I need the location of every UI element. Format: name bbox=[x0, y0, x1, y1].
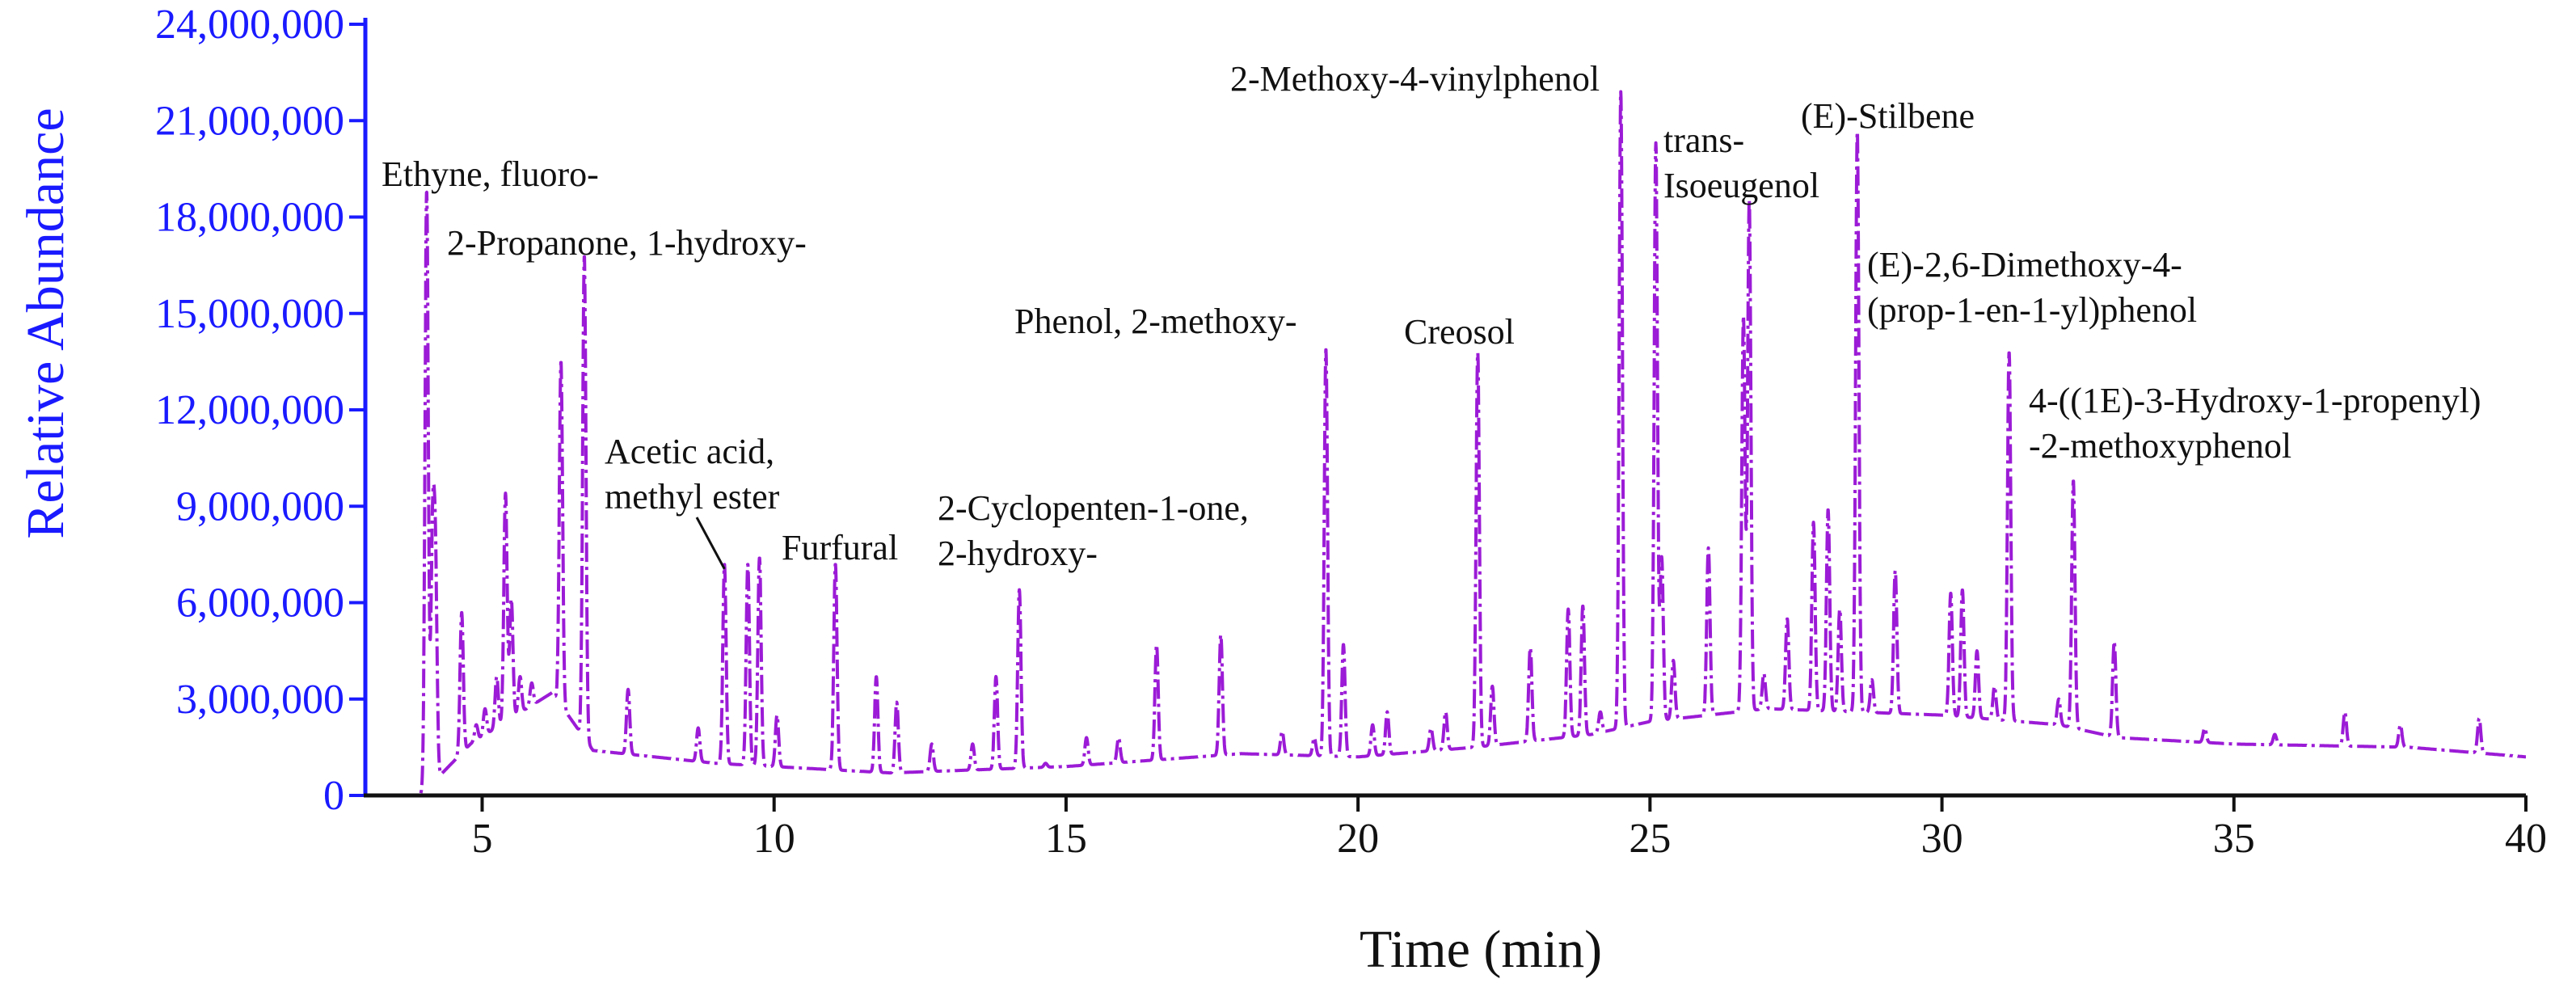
annotation-leader-line bbox=[695, 517, 726, 570]
peak-annotation: Creosol bbox=[1404, 312, 1515, 352]
peak-annotation: trans-Isoeugenol bbox=[1663, 120, 1819, 205]
x-axis-title: Time (min) bbox=[1360, 920, 1602, 979]
y-axis-ticks: 0 3,000,000 6,000,000 9,000,000 12,000,000 15… bbox=[155, 2, 365, 819]
x-tick-label: 10 bbox=[753, 816, 795, 862]
y-tick-label: 6,000,000 bbox=[176, 580, 344, 626]
y-tick-label: 3,000,000 bbox=[176, 677, 344, 723]
x-tick-label: 5 bbox=[471, 816, 492, 862]
peak-annotation: 2-Methoxy-4-vinylphenol bbox=[1230, 59, 1600, 99]
peak-annotations: Ethyne, fluoro- 2-Propanone, 1-hydroxy- Ac… bbox=[382, 59, 2481, 573]
y-tick-label: 18,000,000 bbox=[155, 195, 344, 241]
peak-annotation: Ethyne, fluoro- bbox=[382, 154, 599, 194]
x-tick-label: 20 bbox=[1337, 816, 1379, 862]
chromatogram-trace bbox=[364, 90, 2528, 797]
x-tick-label: 35 bbox=[2213, 816, 2255, 862]
y-tick-label: 15,000,000 bbox=[155, 291, 344, 337]
y-tick-label: 12,000,000 bbox=[155, 387, 344, 433]
peak-annotation: 2-Cyclopenten-1-one, 2-hydroxy- bbox=[938, 488, 1249, 573]
peak-annotation: Acetic acid, methyl ester bbox=[605, 432, 780, 517]
peak-annotation: (E)-2,6-Dimethoxy-4-(prop-1-en-1-yl)phen… bbox=[1867, 245, 2197, 330]
peak-annotation: 4-((1E)-3-Hydroxy-1-propenyl) -2-methoxyp… bbox=[2029, 381, 2481, 466]
x-tick-label: 25 bbox=[1629, 816, 1671, 862]
x-tick-label: 40 bbox=[2505, 816, 2547, 862]
y-tick-label: 9,000,000 bbox=[176, 483, 344, 529]
x-tick-label: 30 bbox=[1921, 816, 1963, 862]
x-axis-ticks: 5 10 15 20 25 30 35 40 bbox=[471, 795, 2547, 862]
x-tick-label: 15 bbox=[1045, 816, 1087, 862]
peak-annotation: (E)-Stilbene bbox=[1801, 96, 1975, 136]
y-axis-title: Relative Abundance bbox=[16, 108, 75, 538]
peak-annotation: Furfural bbox=[782, 528, 898, 567]
y-tick-label: 24,000,000 bbox=[155, 2, 344, 48]
y-tick-label: 21,000,000 bbox=[155, 98, 344, 144]
peak-annotation: 2-Propanone, 1-hydroxy- bbox=[447, 223, 807, 263]
peak-annotation: Phenol, 2-methoxy- bbox=[1014, 302, 1297, 341]
y-tick-label: 0 bbox=[323, 773, 344, 819]
